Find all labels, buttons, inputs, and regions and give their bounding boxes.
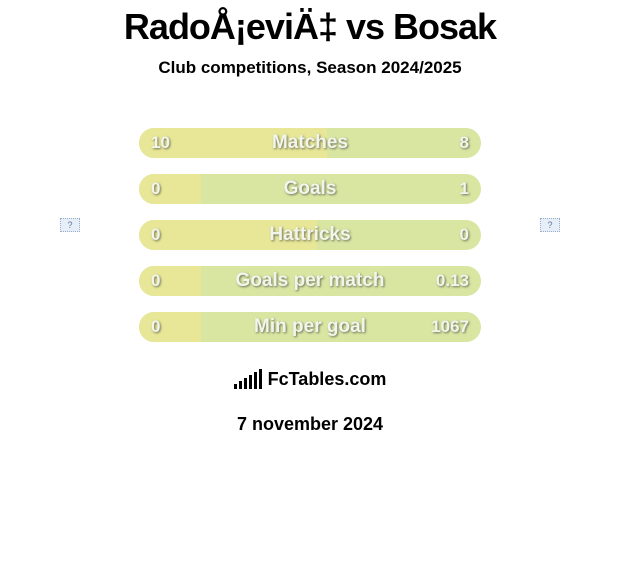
player-left-avatar: ?: [20, 181, 120, 269]
stat-value-right: 0: [460, 220, 469, 250]
player-left-flag-ellipse: [8, 130, 113, 157]
stat-value-right: 1067: [431, 312, 469, 342]
source-logo: FcTables.com: [201, 357, 419, 401]
stat-row: 01Goals: [139, 174, 481, 204]
image-placeholder-icon: ?: [60, 218, 80, 232]
logo-bars-icon: [234, 369, 262, 389]
stats-bars: 108Matches 01Goals 00Hattricks 00.13Goals p…: [139, 128, 481, 358]
comparison-subtitle: Club competitions, Season 2024/2025: [0, 58, 620, 78]
comparison-title: RadoÅ¡eviÄ‡ vs Bosak: [0, 6, 620, 48]
stat-value-right: 1: [460, 174, 469, 204]
stat-bar-fill: [139, 312, 201, 342]
source-logo-text: FcTables.com: [268, 369, 387, 390]
stat-bar-fill: [139, 128, 327, 158]
stat-value-right: 8: [460, 128, 469, 158]
comparison-date: 7 november 2024: [0, 414, 620, 435]
stat-bar-fill: [139, 174, 201, 204]
stat-bar-fill: [139, 220, 317, 250]
player-right-flag-ellipse: [507, 130, 612, 157]
stat-bar-fill: [139, 266, 201, 296]
stat-row: 00Hattricks: [139, 220, 481, 250]
player-right-avatar: ?: [500, 181, 600, 269]
stat-row: 108Matches: [139, 128, 481, 158]
stat-row: 01067Min per goal: [139, 312, 481, 342]
stat-value-right: 0.13: [436, 266, 469, 296]
stat-row: 00.13Goals per match: [139, 266, 481, 296]
image-placeholder-icon: ?: [540, 218, 560, 232]
